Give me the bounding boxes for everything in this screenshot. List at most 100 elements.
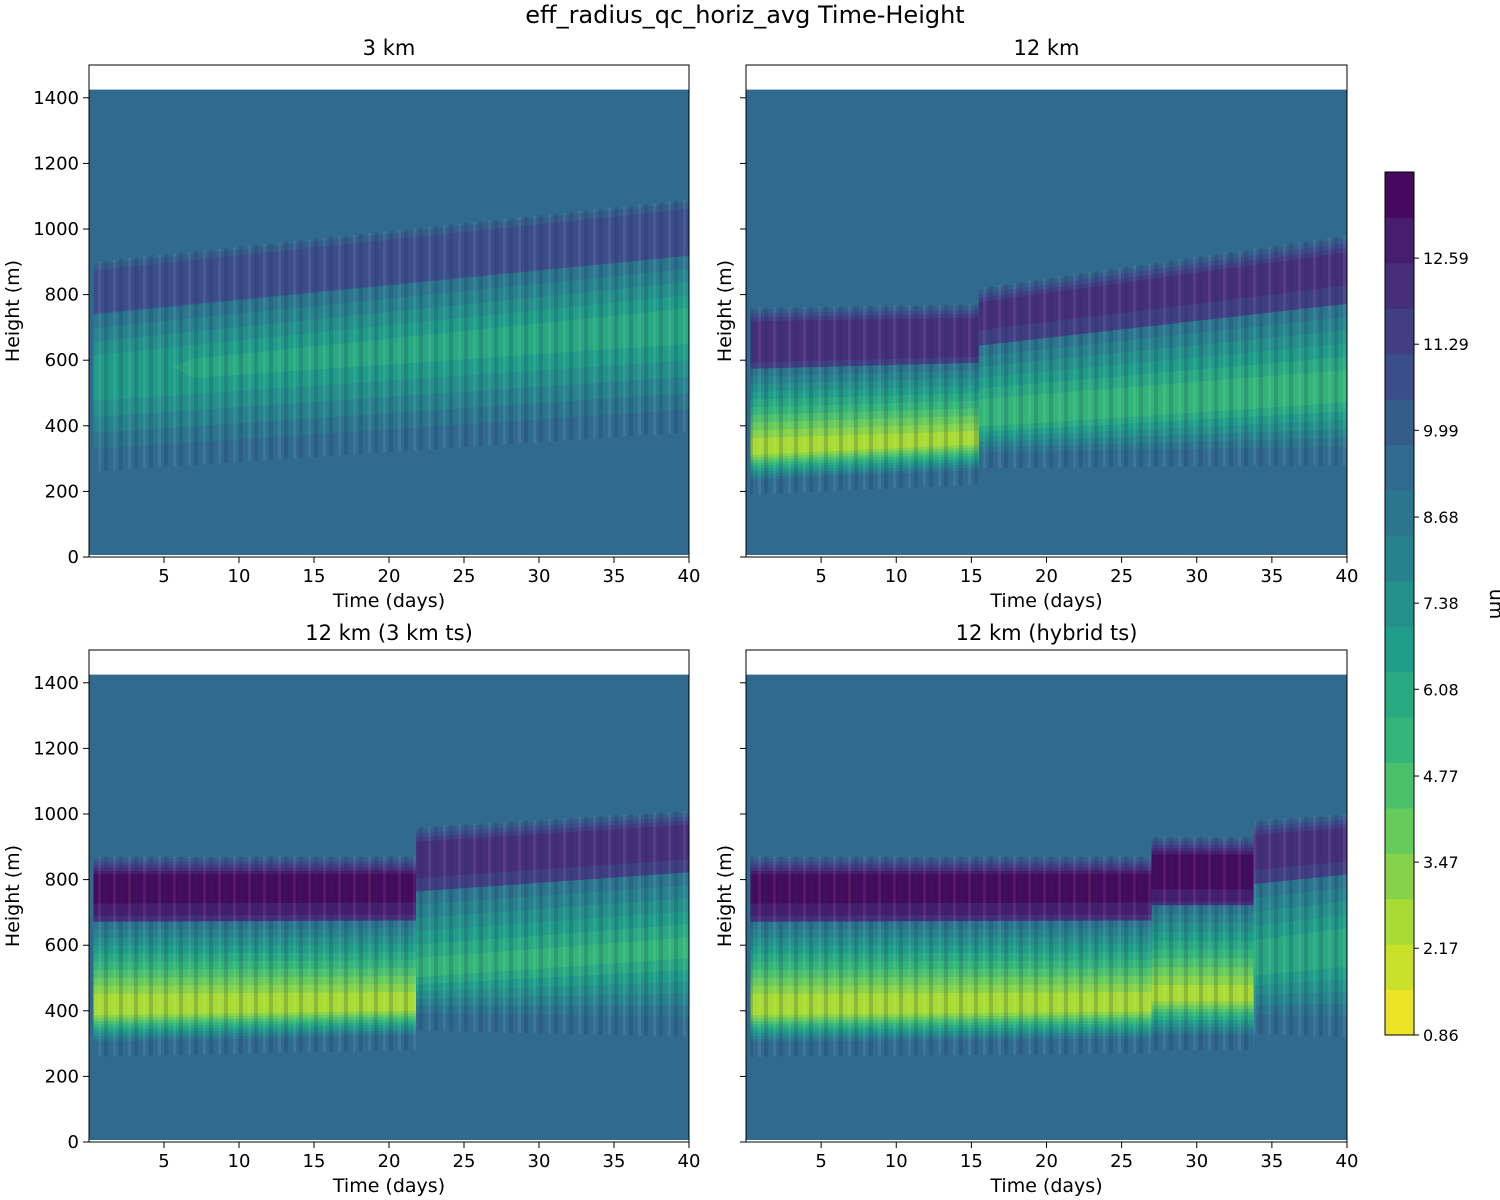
colorbar-segment — [1385, 671, 1414, 718]
y-tick-label: 1200 — [33, 738, 79, 759]
panel-2: 5 10 15 20 25 30 35 40 Time (days) Height (m) 12 k… — [714, 36, 1358, 612]
x-tick-label: 15 — [303, 566, 326, 587]
colorbar-tick-label: 7.38 — [1423, 594, 1459, 613]
y-tick-label: 200 — [45, 1066, 79, 1087]
cloud-regime-2 — [978, 235, 1347, 469]
colorbar-tick-label: 12.59 — [1423, 249, 1469, 268]
colorbar-segment — [1385, 172, 1414, 218]
y-tick-label: 400 — [45, 1001, 79, 1022]
x-tick-label: 35 — [603, 1151, 626, 1172]
y-tick-label: 1000 — [33, 219, 79, 240]
panel-title: 12 km — [1013, 36, 1079, 60]
x-tick-label: 5 — [158, 566, 169, 587]
y-axis-label: Height (m) — [714, 260, 736, 362]
panel-title: 12 km (3 km ts) — [305, 621, 473, 645]
x-tick-label: 20 — [378, 566, 401, 587]
colorbar-tick-label: 11.29 — [1423, 335, 1469, 354]
x-tick-label: 25 — [453, 1151, 476, 1172]
x-tick-label: 10 — [885, 566, 908, 587]
y-tick-label: 0 — [68, 1132, 79, 1153]
cloud-regime-2 — [1151, 836, 1254, 1051]
colorbar: 0.86 2.17 3.47 4.77 6.08 7.38 8.68 9.99 11.29 12.… — [1384, 171, 1500, 1045]
x-tick-label: 5 — [815, 1151, 826, 1172]
x-tick-label: 25 — [1110, 1151, 1133, 1172]
y-tick-label: 1000 — [33, 804, 79, 825]
cloud-regime-1 — [93, 856, 416, 1057]
x-tick-label: 25 — [453, 566, 476, 587]
x-tick-label: 30 — [1185, 566, 1208, 587]
y-tick-label: 1400 — [33, 673, 79, 694]
colorbar-segment — [1385, 807, 1414, 854]
diurnal-texture — [1151, 836, 1254, 1051]
colorbar-tick-label: 0.86 — [1423, 1026, 1459, 1045]
panels: 5 10 15 20 25 30 35 400200400600800100012001400… — [2, 36, 1358, 1197]
cloud-regime-2 — [416, 810, 689, 1038]
colorbar-segment — [1385, 444, 1414, 491]
y-axis-label: Height (m) — [2, 845, 24, 947]
colorbar-tick-label: 3.47 — [1423, 853, 1459, 872]
diurnal-texture — [978, 235, 1347, 469]
x-tick-label: 10 — [885, 1151, 908, 1172]
colorbar-segment — [1385, 989, 1414, 1036]
diurnal-texture — [416, 810, 689, 1038]
x-tick-label: 20 — [1035, 566, 1058, 587]
panel-1: 5 10 15 20 25 30 35 400200400600800100012001400… — [2, 36, 700, 612]
x-tick-label: 30 — [528, 566, 551, 587]
colorbar-segment — [1385, 308, 1414, 355]
panel-4: 5 10 15 20 25 30 35 40 Time (days) Height (m) 12 k… — [714, 621, 1358, 1197]
y-tick-label: 1400 — [33, 88, 79, 109]
diurnal-texture — [750, 856, 1152, 1057]
colorbar-segment — [1385, 262, 1414, 309]
colorbar-segment — [1385, 399, 1414, 446]
panel-title: 12 km (hybrid ts) — [956, 621, 1138, 645]
x-tick-label: 15 — [303, 1151, 326, 1172]
y-tick-label: 600 — [45, 935, 79, 956]
x-tick-label: 15 — [960, 566, 983, 587]
x-tick-label: 35 — [603, 566, 626, 587]
colorbar-tick-label: 6.08 — [1423, 680, 1459, 699]
diurnal-texture — [93, 199, 689, 472]
x-tick-label: 20 — [1035, 1151, 1058, 1172]
y-tick-label: 1200 — [33, 153, 79, 174]
diurnal-texture — [1253, 814, 1347, 1038]
y-tick-label: 400 — [45, 416, 79, 437]
x-axis-label: Time (days) — [332, 590, 445, 612]
x-tick-label: 40 — [1336, 566, 1359, 587]
x-axis-label: Time (days) — [332, 1175, 445, 1197]
panel-3: 5 10 15 20 25 30 35 400200400600800100012001400… — [2, 621, 700, 1197]
y-tick-label: 800 — [45, 285, 79, 306]
diurnal-texture — [750, 304, 979, 495]
x-tick-label: 40 — [678, 1151, 701, 1172]
x-tick-label: 10 — [228, 1151, 251, 1172]
colorbar-tick-label: 9.99 — [1423, 421, 1459, 440]
colorbar-segment — [1385, 535, 1414, 582]
x-tick-label: 35 — [1260, 1151, 1283, 1172]
x-tick-label: 20 — [378, 1151, 401, 1172]
cloud-regime-1 — [93, 199, 689, 472]
x-tick-label: 40 — [678, 566, 701, 587]
colorbar-segment — [1385, 898, 1414, 945]
x-tick-label: 15 — [960, 1151, 983, 1172]
colorbar-tick-label: 4.77 — [1423, 767, 1459, 786]
x-tick-label: 30 — [528, 1151, 551, 1172]
colorbar-segment — [1385, 353, 1414, 400]
x-tick-label: 30 — [1185, 1151, 1208, 1172]
colorbar-segment — [1385, 717, 1414, 763]
figure-title: eff_radius_qc_horiz_avg Time-Height — [525, 1, 964, 29]
colorbar-segment — [1385, 944, 1414, 991]
colorbar-tick-label: 2.17 — [1423, 939, 1459, 958]
x-tick-label: 35 — [1260, 566, 1283, 587]
diurnal-texture — [93, 856, 416, 1057]
y-tick-label: 0 — [68, 547, 79, 568]
x-tick-label: 5 — [158, 1151, 169, 1172]
colorbar-segment — [1385, 489, 1414, 536]
cloud-regime-1 — [750, 856, 1152, 1057]
x-tick-label: 25 — [1110, 566, 1133, 587]
x-axis-label: Time (days) — [989, 1175, 1102, 1197]
cloud-regime-3 — [1253, 814, 1347, 1038]
cloud-regime-1 — [750, 304, 979, 495]
y-tick-label: 200 — [45, 481, 79, 502]
colorbar-segment — [1385, 626, 1414, 673]
x-tick-label: 10 — [228, 566, 251, 587]
